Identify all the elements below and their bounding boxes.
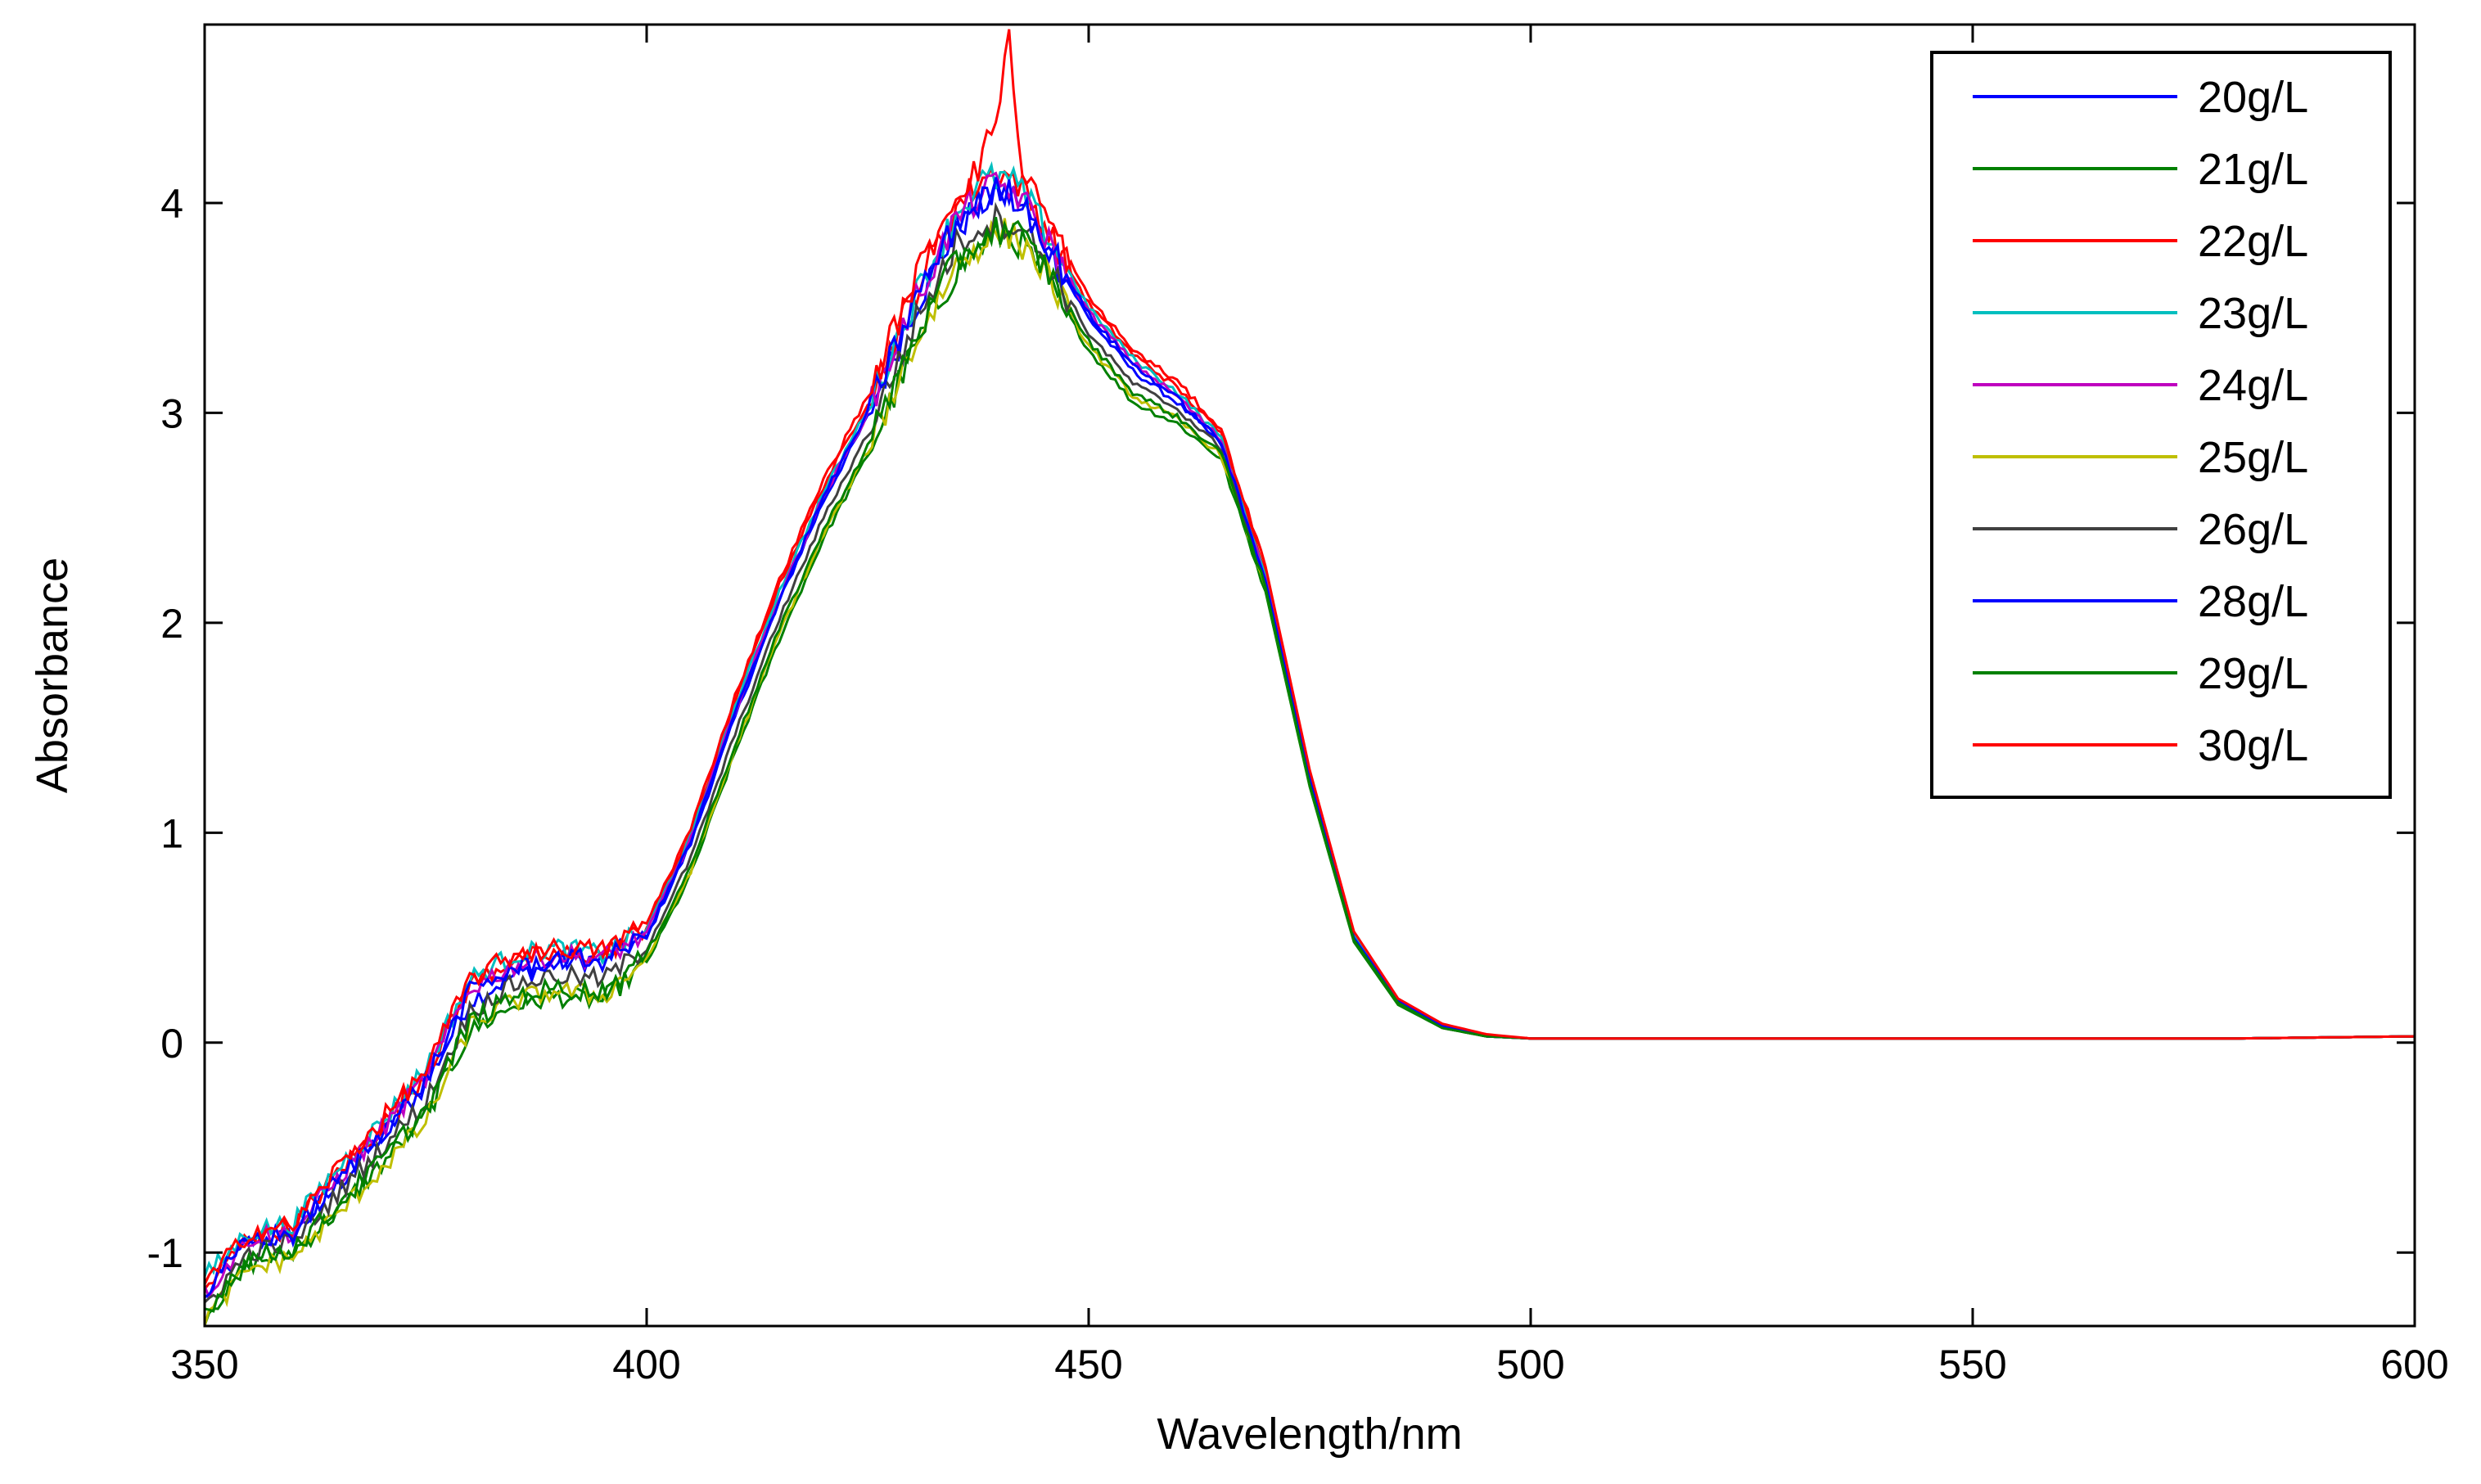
tick-layer: 350 400 450 500 550 600 -1 0 1 2 3 4	[147, 25, 2449, 1387]
legend-label: 25g/L	[2198, 433, 2308, 482]
legend-label: 26g/L	[2198, 505, 2308, 554]
legend-label: 21g/L	[2198, 145, 2308, 194]
y-tick-label: 0	[160, 1021, 183, 1067]
plot-frame	[203, 23, 2416, 1328]
legend-label: 20g/L	[2198, 73, 2308, 122]
legend: 20g/L 21g/L 22g/L 23g/L 24g/L 25g/L 26g/L 28g/L…	[1930, 51, 2392, 799]
legend-box	[1930, 51, 2392, 799]
x-tick-label: 600	[2380, 1342, 2448, 1387]
x-axis-label: Wavelength/nm	[1157, 1410, 1462, 1459]
y-tick-label: -1	[147, 1230, 183, 1276]
legend-label: 29g/L	[2198, 649, 2308, 698]
y-tick-label: 1	[160, 810, 183, 856]
legend-label: 22g/L	[2198, 217, 2308, 266]
legend-label: 30g/L	[2198, 721, 2308, 770]
y-axis-label: Absorbance	[28, 557, 77, 793]
legend-label: 24g/L	[2198, 361, 2308, 410]
y-tick-label: 4	[160, 181, 183, 227]
x-tick-label: 400	[612, 1342, 680, 1387]
x-tick-label: 500	[1496, 1342, 1564, 1387]
x-tick-label: 350	[170, 1342, 238, 1387]
x-tick-label: 450	[1054, 1342, 1122, 1387]
legend-label: 23g/L	[2198, 289, 2308, 338]
y-tick-label: 3	[160, 390, 183, 436]
y-tick-label: 2	[160, 601, 183, 647]
series-line-30g-L	[203, 29, 2416, 1285]
legend-label: 28g/L	[2198, 577, 2308, 626]
series-layer	[203, 29, 2416, 1327]
x-tick-label: 550	[1938, 1342, 2006, 1387]
